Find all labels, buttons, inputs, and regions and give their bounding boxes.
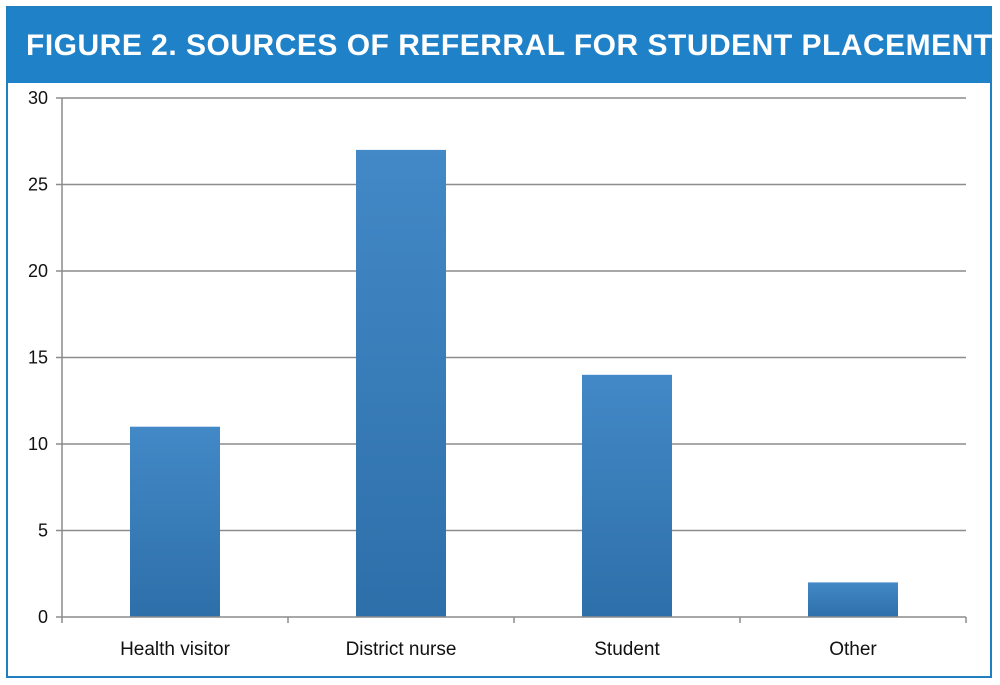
x-category-label: Health visitor [120, 639, 230, 660]
figure-title: FIGURE 2. SOURCES OF REFERRAL FOR STUDEN… [26, 28, 1000, 62]
y-tick-label: 15 [28, 348, 48, 368]
bar-student [582, 374, 672, 617]
x-category-label: Student [594, 639, 660, 660]
gridlines [62, 97, 966, 532]
bar-other [808, 582, 898, 617]
labels: 0 5 10 15 20 25 30 Health visitor District nurse… [28, 88, 877, 660]
bar-district-nurse [356, 149, 446, 617]
x-category-label: Other [829, 639, 877, 660]
bar-health-visitor [130, 426, 220, 617]
bars [130, 149, 898, 617]
figure-header: FIGURE 2. SOURCES OF REFERRAL FOR STUDEN… [8, 8, 1000, 83]
y-tick-label: 10 [28, 434, 48, 454]
axes [56, 97, 967, 623]
y-tick-label: 25 [28, 175, 48, 195]
y-tick-label: 20 [28, 261, 48, 281]
y-tick-label: 5 [38, 521, 48, 541]
x-category-label: District nurse [346, 639, 457, 660]
y-tick-label: 30 [28, 88, 48, 108]
y-tick-label: 0 [38, 607, 48, 627]
